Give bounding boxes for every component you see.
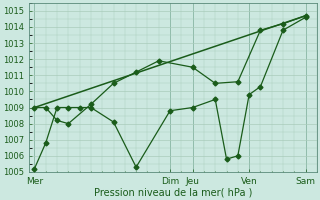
X-axis label: Pression niveau de la mer( hPa ): Pression niveau de la mer( hPa ) [94, 187, 252, 197]
